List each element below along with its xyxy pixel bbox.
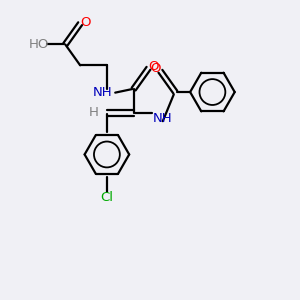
Text: O: O (150, 62, 160, 75)
Text: NH: NH (153, 112, 172, 125)
Text: Cl: Cl (100, 191, 113, 204)
Text: HO: HO (28, 38, 49, 51)
Text: O: O (80, 16, 91, 29)
Text: O: O (148, 60, 159, 73)
Text: H: H (88, 106, 98, 119)
Text: NH: NH (93, 86, 112, 99)
